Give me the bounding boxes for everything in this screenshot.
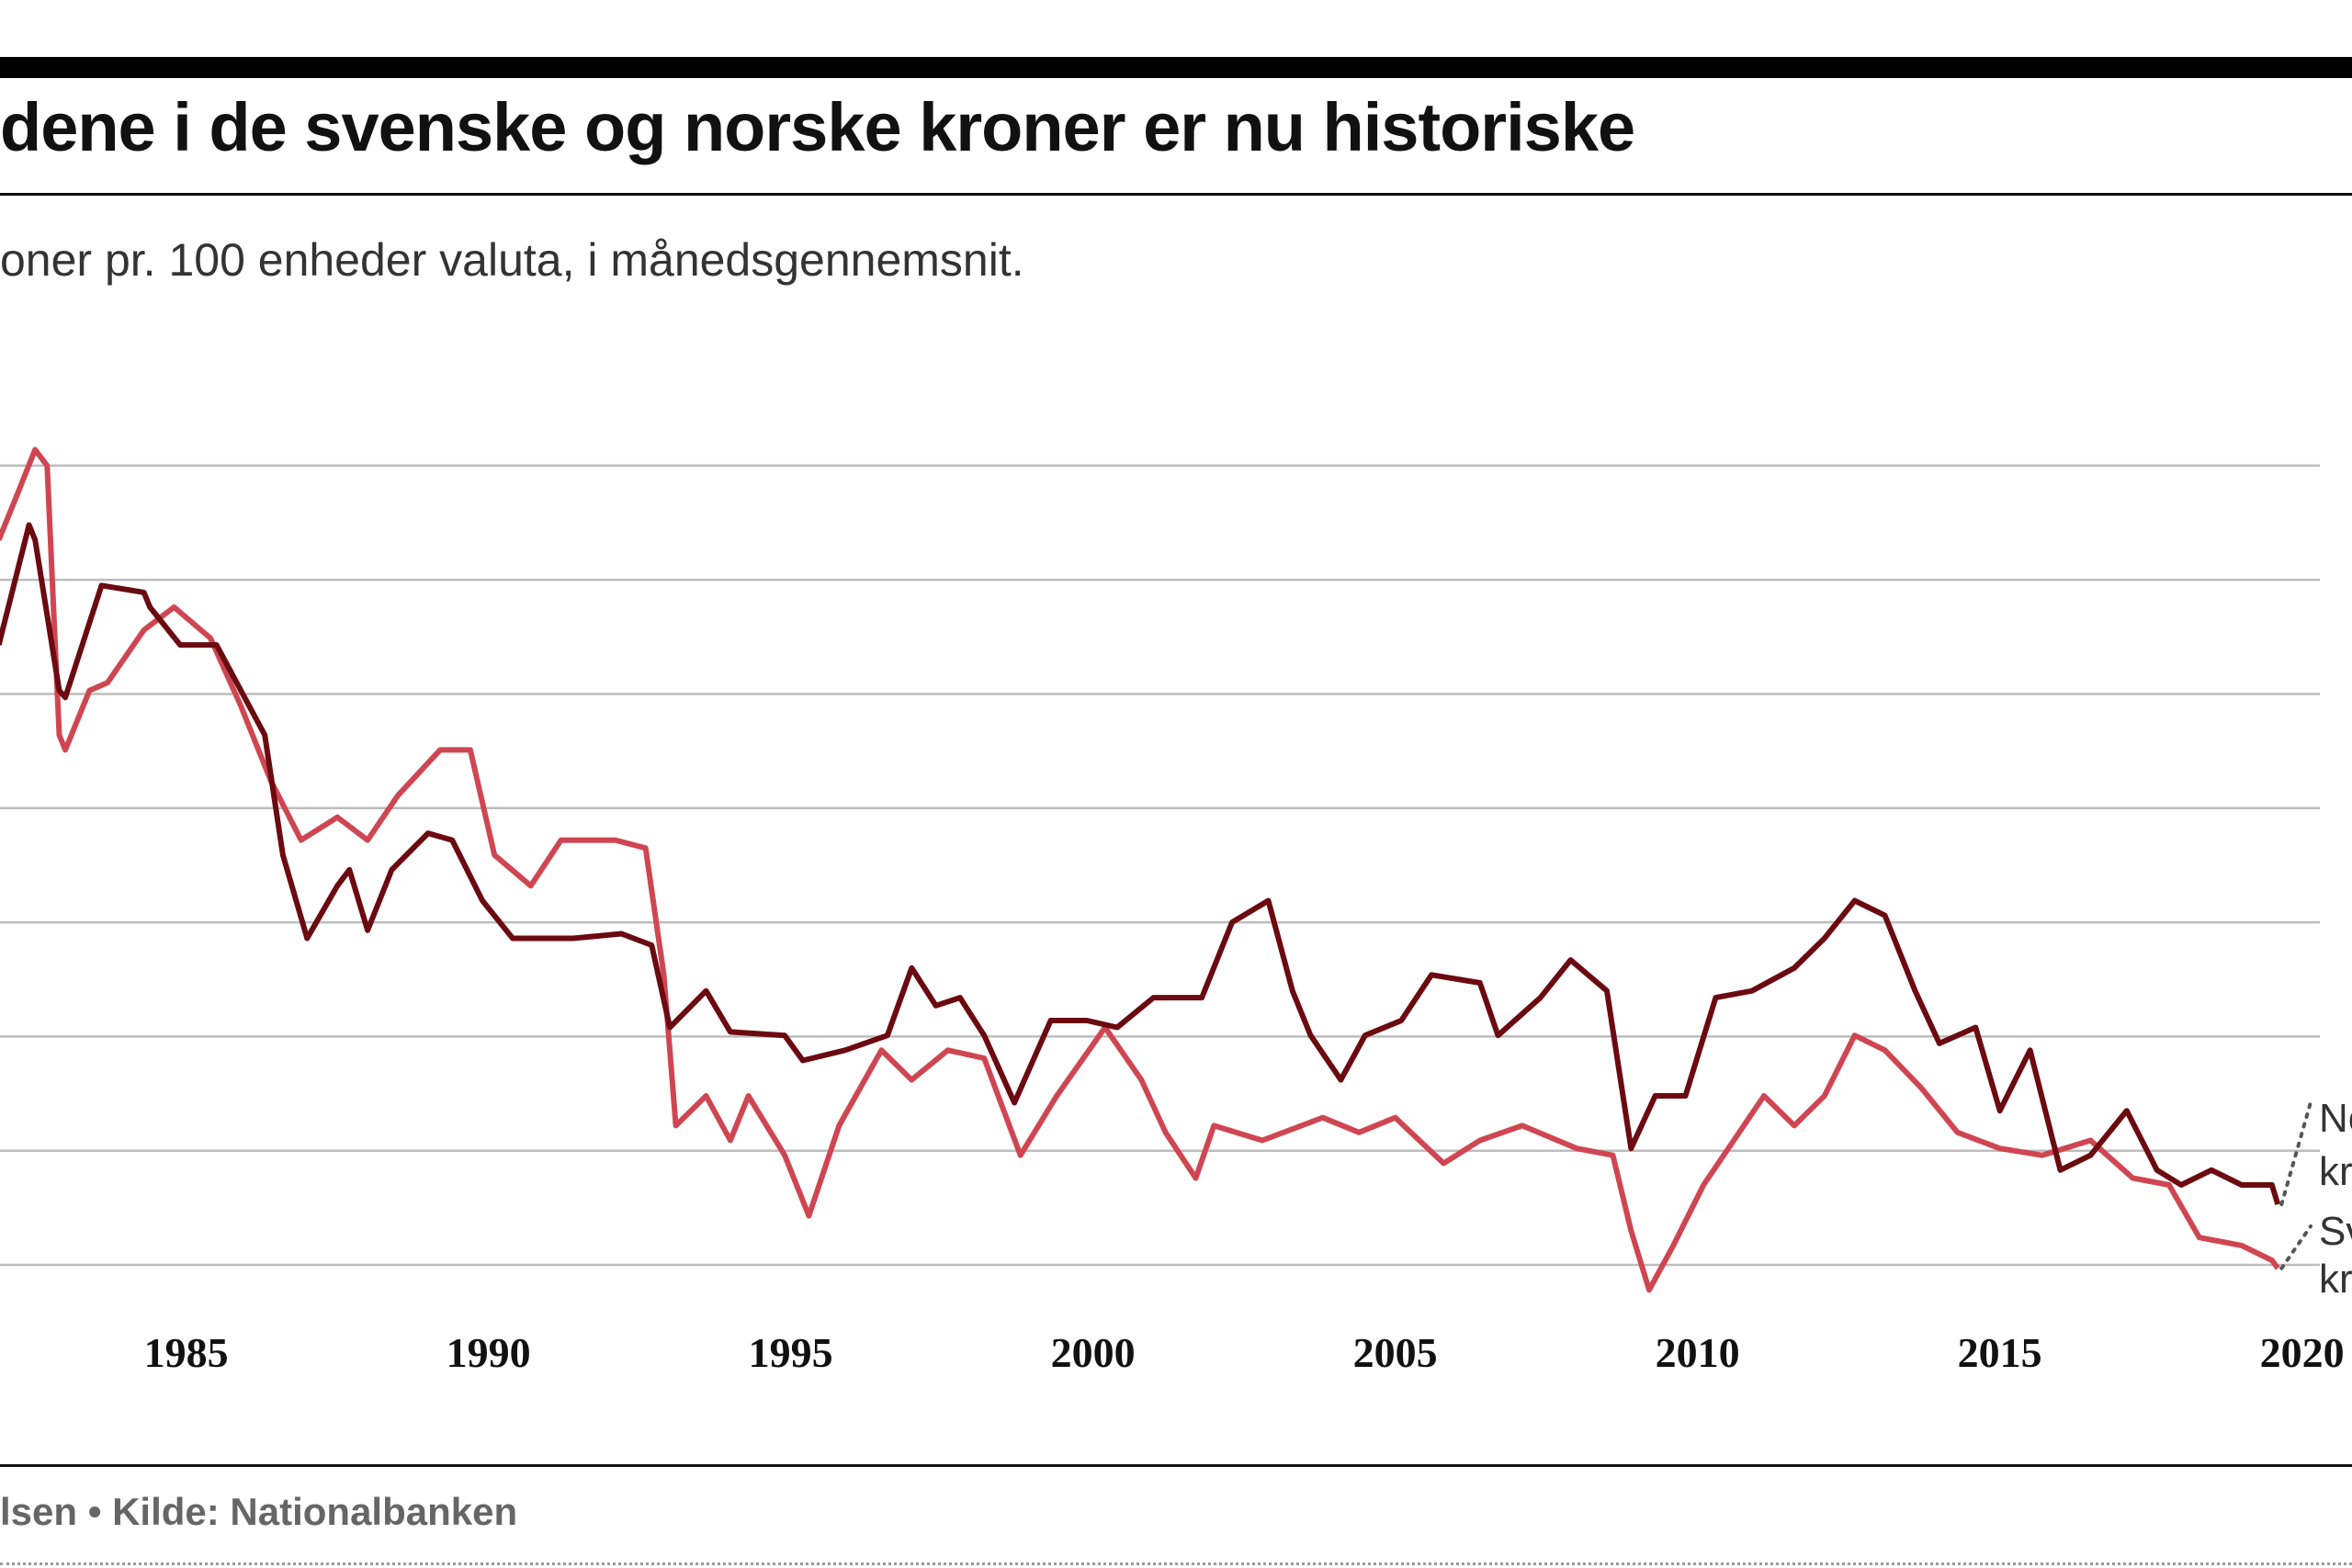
dotted-separator <box>0 1562 2352 1565</box>
x-tick-label: 2005 <box>1353 1329 1438 1376</box>
x-tick-label: 2000 <box>1051 1329 1136 1376</box>
svenske-leader-line <box>2279 1224 2312 1270</box>
title-divider <box>0 193 2352 196</box>
top-bar <box>0 57 2352 78</box>
chart-title: dene i de svenske og norske kroner er nu… <box>0 89 1635 165</box>
x-tick-label: 1995 <box>749 1329 833 1376</box>
x-tick-label: 1985 <box>144 1329 229 1376</box>
grid <box>0 464 2320 1267</box>
x-tick-label: 2020 <box>2260 1329 2345 1376</box>
svenske-kroner-line <box>0 446 2280 1293</box>
x-axis: 1985 1990 1995 2000 2005 2010 2015 2020 <box>144 1329 2345 1376</box>
norske-kroner-label: Norskekroner <box>2319 1096 2352 1194</box>
x-tick-label: 2015 <box>1958 1329 2042 1376</box>
series-lines <box>0 446 2281 1293</box>
footer-divider <box>0 1464 2352 1467</box>
x-tick-label: 1990 <box>447 1329 531 1376</box>
source-credit: lsen • Kilde: Nationalbanken <box>0 1490 518 1533</box>
norske-kroner-line <box>0 522 2281 1205</box>
chart-subtitle: oner pr. 100 enheder valuta, i månedsgen… <box>0 234 1024 286</box>
svenske-kroner-label: Svenskekroner <box>2319 1209 2352 1302</box>
norske-leader-line <box>2279 1100 2312 1207</box>
series-labels: Norskekroner Svenskekroner <box>2279 1096 2352 1302</box>
x-tick-label: 2010 <box>1656 1329 1740 1376</box>
